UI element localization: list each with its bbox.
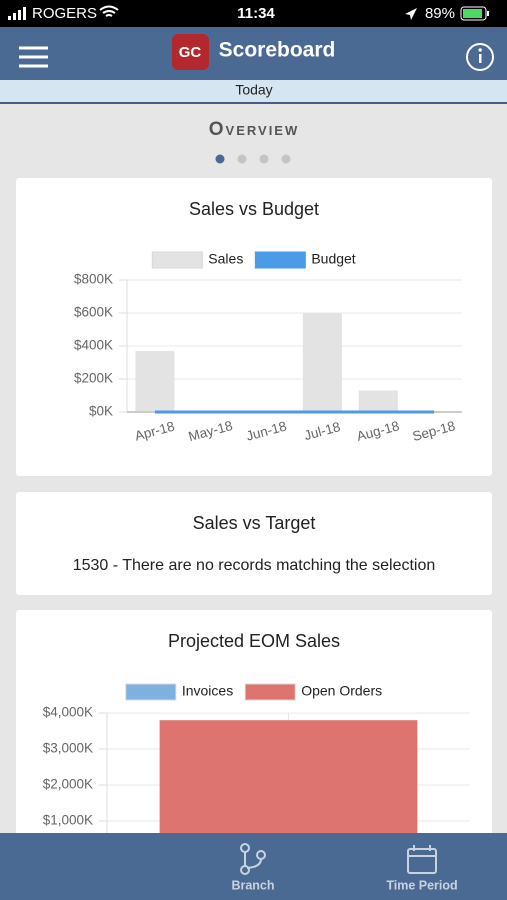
battery-level: 89% xyxy=(425,5,455,22)
y-tick-label: $800K xyxy=(74,272,113,287)
legend-label: Sales xyxy=(208,251,243,267)
section-title: Overview xyxy=(209,119,300,140)
card-title: Sales vs Budget xyxy=(189,199,319,219)
date-label: Today xyxy=(235,82,272,98)
wifi-icon xyxy=(99,5,119,17)
carrier: ROGERS xyxy=(32,5,97,22)
bar[interactable] xyxy=(302,313,342,412)
date-bar[interactable] xyxy=(0,80,507,102)
card-title: Sales vs Target xyxy=(193,513,316,533)
tab-bar: Branch Time Period xyxy=(0,833,507,900)
branch-icon xyxy=(240,843,266,875)
tab-label[interactable]: Time Period xyxy=(386,878,457,892)
legend-label: Invoices xyxy=(182,683,233,699)
bar[interactable] xyxy=(358,390,398,412)
tab-label[interactable]: Branch xyxy=(231,878,274,892)
status-bar xyxy=(0,0,507,27)
legend-swatch xyxy=(254,251,306,269)
y-tick-label: $1,000K xyxy=(43,813,93,828)
legend-label: Open Orders xyxy=(301,683,382,699)
legend-item[interactable]: Budget xyxy=(254,251,356,269)
message-card xyxy=(16,492,492,595)
logo xyxy=(172,34,209,70)
legend-item[interactable]: Sales xyxy=(151,251,243,269)
y-tick-label: $4,000K xyxy=(43,705,93,720)
battery-icon xyxy=(460,6,489,21)
y-tick-label: $400K xyxy=(74,338,113,353)
clock: 11:34 xyxy=(237,5,275,22)
date-bar-border xyxy=(0,102,507,104)
y-tick-label: $2,000K xyxy=(43,777,93,792)
bar[interactable] xyxy=(135,350,175,412)
menu-button[interactable] xyxy=(19,46,48,68)
legend-swatch xyxy=(244,683,296,701)
page-dots xyxy=(215,154,291,164)
location-icon xyxy=(405,8,417,20)
legend-item[interactable]: Open Orders xyxy=(244,683,382,701)
card-title: Projected EOM Sales xyxy=(168,631,340,651)
app-title: Scoreboard xyxy=(219,39,336,62)
legend-swatch xyxy=(151,251,203,269)
calendar-icon xyxy=(407,845,437,874)
y-tick-label: $3,000K xyxy=(43,741,93,756)
logo-text: GC xyxy=(179,44,202,61)
card-message: 1530 - There are no records matching the… xyxy=(73,557,436,574)
legend-swatch xyxy=(125,683,177,701)
y-tick-label: $200K xyxy=(74,371,113,386)
y-tick-label: $600K xyxy=(74,305,113,320)
y-tick-label: $0K xyxy=(89,404,113,419)
legend-item[interactable]: Invoices xyxy=(125,683,233,701)
legend-label: Budget xyxy=(311,251,355,267)
info-button[interactable] xyxy=(466,43,494,71)
signal-icon xyxy=(8,7,26,20)
app-header xyxy=(0,27,507,80)
